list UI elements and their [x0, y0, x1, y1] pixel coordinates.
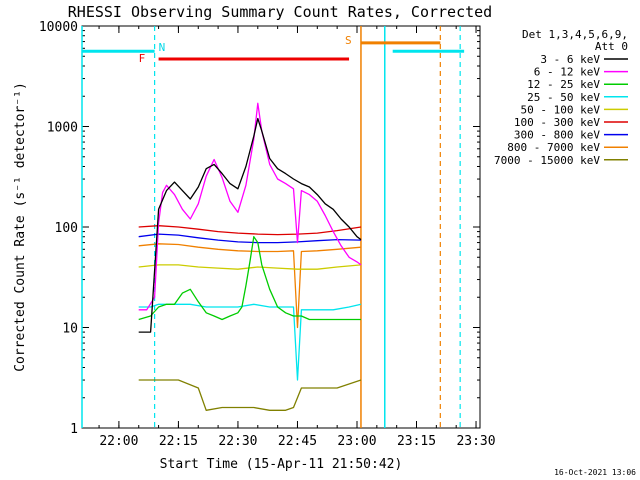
- series-line-4: [138, 264, 362, 270]
- legend-label-1: 6 - 12 keV: [534, 66, 601, 79]
- x-tick-label: 22:45: [278, 434, 317, 449]
- legend-header-att: Att 0: [595, 40, 628, 53]
- x-tick-label: 22:15: [159, 434, 198, 449]
- x-tick-label: 23:00: [337, 434, 376, 449]
- y-tick-label: 10: [62, 322, 78, 337]
- chart-title: RHESSI Observing Summary Count Rates, Co…: [68, 3, 492, 21]
- legend-label-5: 100 - 300 keV: [514, 116, 600, 129]
- x-tick-label: 23:30: [456, 434, 495, 449]
- annotation-n: N: [159, 41, 166, 54]
- y-tick-label: 1: [70, 422, 78, 437]
- series-line-7: [138, 243, 362, 329]
- legend-label-0: 3 - 6 keV: [540, 53, 600, 66]
- legend-header: Det 1,3,4,5,6,9,: [522, 28, 628, 41]
- x-tick-label: 23:15: [397, 434, 436, 449]
- y-tick-label: 100: [55, 221, 78, 236]
- y-tick-label: 10000: [39, 20, 78, 35]
- series-line-8: [138, 379, 362, 411]
- y-tick-label: 1000: [47, 121, 78, 136]
- annotation-s: S: [345, 34, 352, 47]
- legend-label-2: 12 - 25 keV: [527, 78, 600, 91]
- annotations: NF S: [139, 34, 352, 65]
- y-axis-ticks: 1 10 100 1000 10000: [39, 20, 480, 437]
- series-layer: [138, 102, 362, 411]
- x-tick-label: 22:30: [218, 434, 257, 449]
- legend-label-6: 300 - 800 keV: [514, 129, 600, 142]
- series-line-0: [138, 117, 362, 333]
- series-line-6: [138, 233, 362, 244]
- y-axis-label: Corrected Count Rate (s⁻¹ detector⁻¹): [13, 82, 28, 372]
- x-axis-ticks: 22:00 22:15 22:30 22:45 23:00 23:15 23:30: [99, 26, 496, 449]
- legend-label-3: 25 - 50 keV: [527, 91, 600, 104]
- annotation-f: F: [139, 52, 146, 65]
- legend-label-4: 50 - 100 keV: [521, 103, 601, 116]
- legend-label-8: 7000 - 15000 keV: [494, 154, 600, 167]
- legend-label-7: 800 - 7000 keV: [507, 141, 600, 154]
- series-line-2: [138, 236, 361, 321]
- x-tick-label: 22:00: [99, 434, 138, 449]
- timestamp: 16-Oct-2021 13:06: [554, 468, 636, 477]
- x-axis-label: Start Time (15-Apr-11 21:50:42): [160, 457, 403, 472]
- series-line-5: [138, 225, 362, 236]
